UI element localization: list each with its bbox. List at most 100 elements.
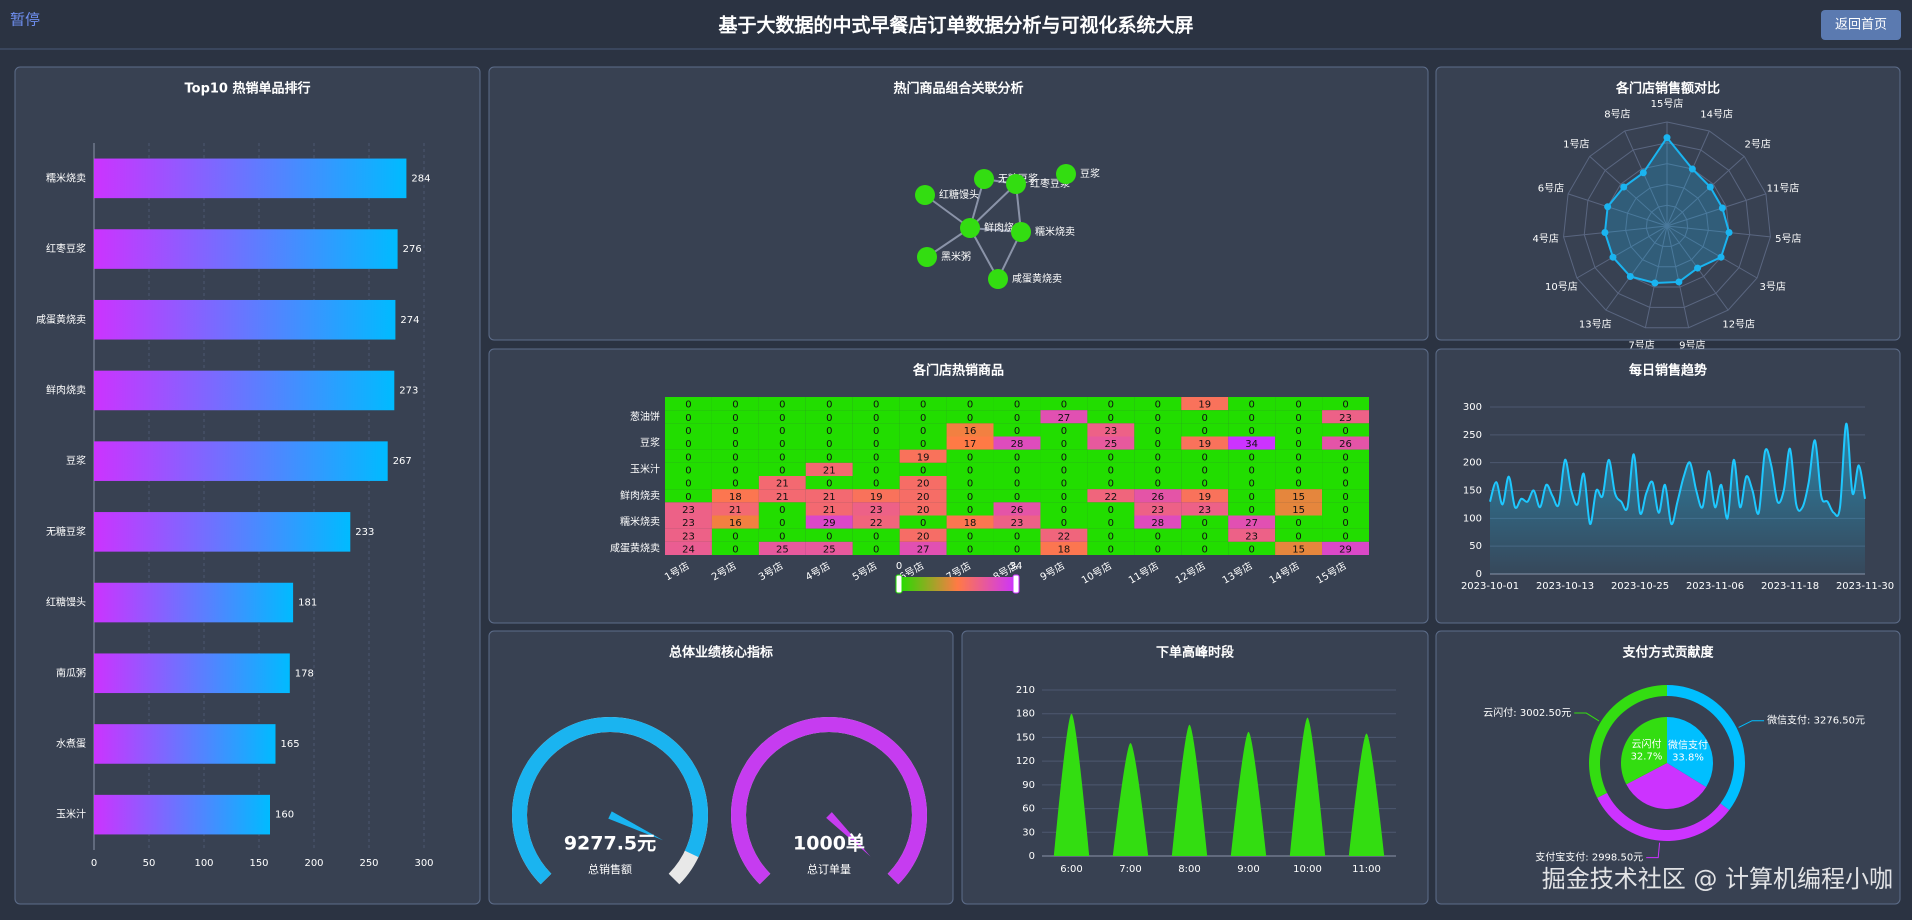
heat-cell <box>1040 528 1088 542</box>
gauge-progress <box>512 717 708 885</box>
heat-cell <box>993 515 1041 529</box>
radar-axis <box>1576 225 1668 279</box>
y-tick-label: 糯米烧卖 <box>620 515 660 528</box>
back-button-bg[interactable] <box>1821 10 1901 40</box>
heat-cell-label: 0 <box>1014 413 1020 424</box>
pie-slice <box>1626 763 1707 809</box>
panel-title: 每日销售趋势 <box>1629 363 1707 379</box>
heat-cell-label: 0 <box>1295 479 1301 490</box>
gauge-name: 总订单量 <box>807 862 851 876</box>
heat-cell <box>946 476 994 490</box>
heat-cell-label: 20 <box>917 505 930 516</box>
visual-map-handle <box>1012 574 1020 594</box>
heat-cell <box>1275 541 1323 555</box>
panel <box>14 66 481 905</box>
heat-cell <box>993 528 1041 542</box>
heat-cell <box>1322 476 1369 490</box>
heat-cell-label: 0 <box>967 400 973 411</box>
heat-cell-label: 0 <box>1342 400 1348 411</box>
value-label: 233 <box>355 527 374 538</box>
heat-cell <box>1087 410 1135 424</box>
heat-cell-label: 0 <box>732 465 738 476</box>
heat-cell-label: 0 <box>873 400 879 411</box>
heat-cell-label: 0 <box>1202 465 1208 476</box>
radar-label: 1号店 <box>1563 137 1589 150</box>
graph-node-label: 豆浆 <box>1080 167 1100 180</box>
bar <box>94 512 351 552</box>
back-button-label[interactable]: 返回首页 <box>1835 18 1887 33</box>
heat-cell-label: 0 <box>1155 400 1161 411</box>
heat-cell <box>1181 423 1229 437</box>
heat-cell-label: 0 <box>1108 400 1114 411</box>
heat-cell <box>1275 528 1323 542</box>
heat-cell-label: 0 <box>1202 452 1208 463</box>
heat-cell-label: 0 <box>920 413 926 424</box>
heat-cell <box>1275 449 1323 463</box>
heat-cell-label: 19 <box>1198 439 1211 450</box>
heat-cell <box>1087 462 1135 476</box>
heat-cell-label: 0 <box>1155 452 1161 463</box>
heat-cell-label: 21 <box>729 505 742 516</box>
heat-cell-label: 0 <box>685 479 691 490</box>
radar-axis <box>1666 156 1745 227</box>
heat-cell <box>1275 410 1323 424</box>
graph-node <box>960 218 980 238</box>
heat-cell <box>852 528 900 542</box>
heat-cell <box>1275 502 1323 516</box>
heat-cell <box>1228 436 1276 450</box>
heat-cell-label: 16 <box>964 426 977 437</box>
heat-cell <box>665 436 712 450</box>
heat-cell <box>1087 449 1135 463</box>
heat-cell <box>758 423 806 437</box>
y-tick-label: 100 <box>1463 513 1482 524</box>
heat-cell-label: 0 <box>779 400 785 411</box>
pie-slice <box>1621 717 1667 785</box>
heat-cell <box>1275 423 1323 437</box>
x-tick-label: 2023-10-25 <box>1611 581 1669 592</box>
y-tick-label: 葱油饼 <box>630 410 660 423</box>
heat-cell-label: 15 <box>1292 544 1305 555</box>
radar-point <box>1718 204 1726 212</box>
x-tick-label: 50 <box>143 858 156 869</box>
donut-slice <box>1589 685 1667 798</box>
heat-cell <box>1228 502 1276 516</box>
y-tick-label: 300 <box>1463 402 1482 413</box>
y-tick-label: 红糖馒头 <box>46 596 86 609</box>
heat-cell-label: 0 <box>1108 531 1114 542</box>
y-tick-label: 咸蛋黄烧卖 <box>610 541 660 554</box>
heat-cell-label: 25 <box>823 544 836 555</box>
heat-cell <box>852 515 900 529</box>
heat-cell-label: 0 <box>1061 452 1067 463</box>
heat-cell <box>758 528 806 542</box>
radar-label: 7号店 <box>1628 338 1654 351</box>
heat-cell <box>899 489 947 503</box>
heat-cell <box>711 423 759 437</box>
heat-cell <box>1322 515 1369 529</box>
heat-cell-label: 0 <box>779 518 785 529</box>
bar <box>94 724 276 764</box>
heat-cell-label: 15 <box>1292 505 1305 516</box>
heat-cell <box>1322 541 1369 555</box>
heat-cell-label: 19 <box>917 452 930 463</box>
heat-cell-label: 0 <box>685 439 691 450</box>
visual-map-handle <box>895 574 903 594</box>
heat-cell-label: 23 <box>1151 505 1164 516</box>
y-tick-label: 250 <box>1463 430 1482 441</box>
visual-map-min: 0 <box>896 561 902 572</box>
heat-cell-label: 0 <box>1202 413 1208 424</box>
heat-cell-label: 0 <box>1061 518 1067 529</box>
heat-cell <box>805 397 853 411</box>
heat-cell <box>665 423 712 437</box>
heat-cell-label: 16 <box>729 518 742 529</box>
heat-cell <box>1087 489 1135 503</box>
heat-cell-label: 0 <box>826 400 832 411</box>
heat-cell <box>1181 515 1229 529</box>
heat-cell <box>1040 502 1088 516</box>
heat-cell <box>1087 541 1135 555</box>
heat-cell-label: 18 <box>1058 544 1071 555</box>
pause-button[interactable]: 暂停 <box>10 11 40 29</box>
heat-cell <box>1181 541 1229 555</box>
heat-cell-label: 18 <box>729 492 742 503</box>
back-button[interactable]: 返回首页 <box>1821 10 1901 40</box>
heat-cell <box>665 462 712 476</box>
